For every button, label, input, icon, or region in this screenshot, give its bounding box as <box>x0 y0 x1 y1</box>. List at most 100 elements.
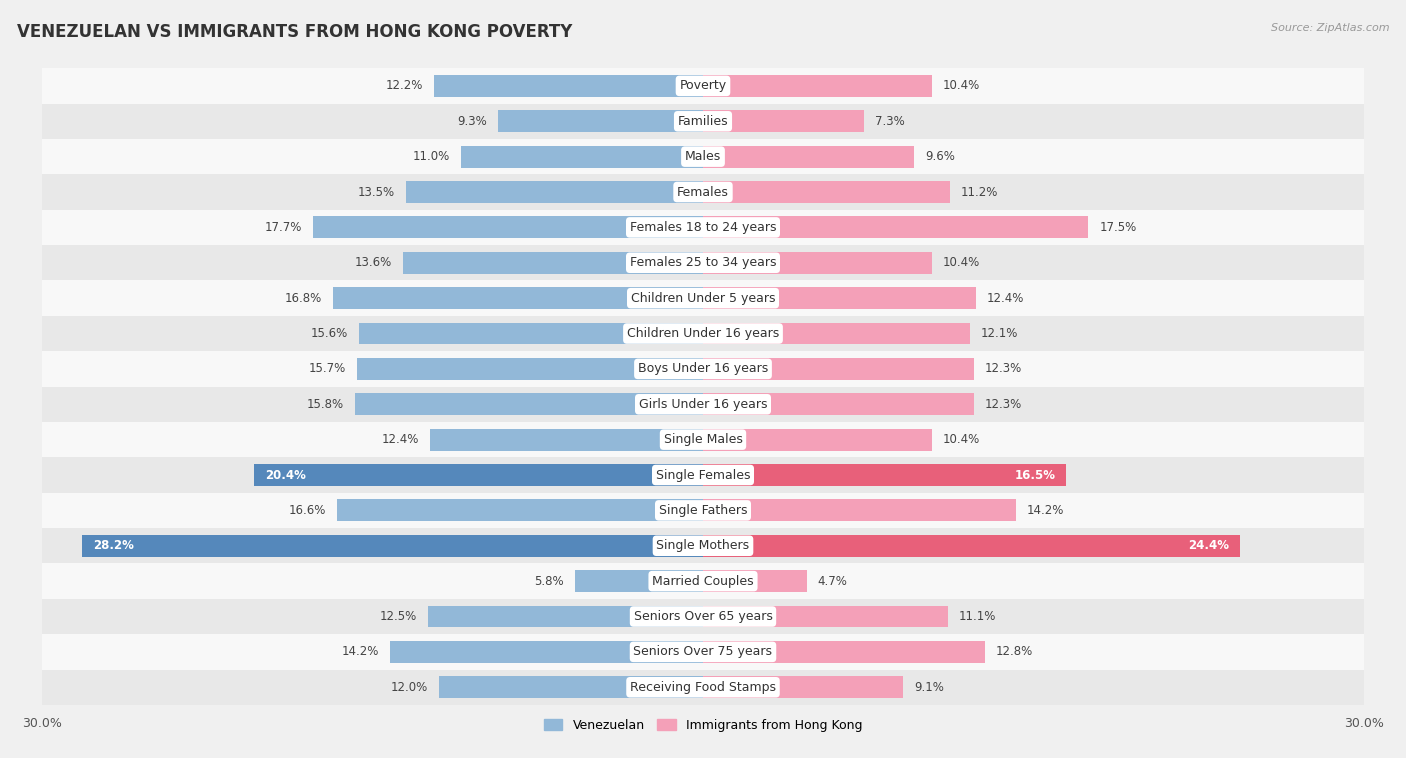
Text: Poverty: Poverty <box>679 80 727 92</box>
Bar <box>42 563 1364 599</box>
Bar <box>42 351 1364 387</box>
Text: Females 25 to 34 years: Females 25 to 34 years <box>630 256 776 269</box>
Text: Single Females: Single Females <box>655 468 751 481</box>
Bar <box>404 252 703 274</box>
Bar <box>357 358 703 380</box>
Text: 11.2%: 11.2% <box>960 186 998 199</box>
Legend: Venezuelan, Immigrants from Hong Kong: Venezuelan, Immigrants from Hong Kong <box>538 714 868 737</box>
Bar <box>42 316 1364 351</box>
Bar <box>703 181 949 203</box>
Bar <box>703 676 904 698</box>
Bar <box>333 287 703 309</box>
Text: 14.2%: 14.2% <box>342 645 380 659</box>
Text: Females 18 to 24 years: Females 18 to 24 years <box>630 221 776 234</box>
Text: 24.4%: 24.4% <box>1188 539 1229 553</box>
Bar <box>703 75 932 97</box>
Text: Receiving Food Stamps: Receiving Food Stamps <box>630 681 776 694</box>
Text: 12.2%: 12.2% <box>385 80 423 92</box>
Bar <box>703 429 932 450</box>
Bar <box>42 457 1364 493</box>
Text: Girls Under 16 years: Girls Under 16 years <box>638 398 768 411</box>
Text: 10.4%: 10.4% <box>943 256 980 269</box>
Bar <box>42 493 1364 528</box>
Bar <box>703 111 863 132</box>
Text: 12.4%: 12.4% <box>381 433 419 446</box>
Text: 16.6%: 16.6% <box>290 504 326 517</box>
Bar <box>42 669 1364 705</box>
Text: Males: Males <box>685 150 721 163</box>
Text: 13.5%: 13.5% <box>357 186 395 199</box>
Text: 14.2%: 14.2% <box>1026 504 1064 517</box>
Text: 17.5%: 17.5% <box>1099 221 1136 234</box>
Bar <box>439 676 703 698</box>
Bar <box>703 570 807 592</box>
Text: Single Males: Single Males <box>664 433 742 446</box>
Text: 7.3%: 7.3% <box>875 114 904 128</box>
Text: 12.0%: 12.0% <box>391 681 427 694</box>
Bar <box>703 146 914 168</box>
Bar <box>461 146 703 168</box>
Text: 12.3%: 12.3% <box>986 362 1022 375</box>
Bar <box>703 287 976 309</box>
Text: 15.6%: 15.6% <box>311 327 349 340</box>
Bar <box>82 535 703 556</box>
Text: Seniors Over 75 years: Seniors Over 75 years <box>634 645 772 659</box>
Text: Seniors Over 65 years: Seniors Over 65 years <box>634 610 772 623</box>
Bar <box>703 464 1066 486</box>
Bar <box>253 464 703 486</box>
Bar <box>405 181 703 203</box>
Text: Children Under 5 years: Children Under 5 years <box>631 292 775 305</box>
Text: 10.4%: 10.4% <box>943 433 980 446</box>
Bar <box>42 280 1364 316</box>
Bar <box>575 570 703 592</box>
Bar <box>314 217 703 238</box>
Text: 10.4%: 10.4% <box>943 80 980 92</box>
Bar <box>42 634 1364 669</box>
Text: 16.5%: 16.5% <box>1015 468 1056 481</box>
Bar <box>703 606 948 628</box>
Text: Married Couples: Married Couples <box>652 575 754 587</box>
Bar <box>703 500 1015 522</box>
Bar <box>703 252 932 274</box>
Text: 9.3%: 9.3% <box>457 114 486 128</box>
Text: 12.1%: 12.1% <box>980 327 1018 340</box>
Bar <box>42 245 1364 280</box>
Bar <box>42 528 1364 563</box>
Text: 12.5%: 12.5% <box>380 610 416 623</box>
Text: Single Mothers: Single Mothers <box>657 539 749 553</box>
Text: 20.4%: 20.4% <box>264 468 305 481</box>
Text: Single Fathers: Single Fathers <box>659 504 747 517</box>
Text: Families: Families <box>678 114 728 128</box>
Text: 15.7%: 15.7% <box>309 362 346 375</box>
Text: 28.2%: 28.2% <box>93 539 134 553</box>
Bar <box>42 68 1364 104</box>
Text: 13.6%: 13.6% <box>356 256 392 269</box>
Text: 9.1%: 9.1% <box>914 681 945 694</box>
Text: Females: Females <box>678 186 728 199</box>
Bar <box>337 500 703 522</box>
Text: 11.1%: 11.1% <box>959 610 995 623</box>
Bar <box>42 210 1364 245</box>
Bar <box>430 429 703 450</box>
Bar <box>42 174 1364 210</box>
Bar <box>434 75 703 97</box>
Bar <box>703 358 974 380</box>
Text: 17.7%: 17.7% <box>264 221 302 234</box>
Bar <box>391 641 703 662</box>
Bar <box>427 606 703 628</box>
Text: 16.8%: 16.8% <box>284 292 322 305</box>
Bar <box>42 387 1364 422</box>
Text: Children Under 16 years: Children Under 16 years <box>627 327 779 340</box>
Bar <box>703 641 986 662</box>
Bar <box>703 393 974 415</box>
Bar <box>42 422 1364 457</box>
Bar <box>42 104 1364 139</box>
Text: 12.4%: 12.4% <box>987 292 1025 305</box>
Bar <box>42 599 1364 634</box>
Text: 9.6%: 9.6% <box>925 150 955 163</box>
Text: 11.0%: 11.0% <box>412 150 450 163</box>
Bar <box>703 535 1240 556</box>
Bar <box>360 323 703 344</box>
Text: 12.8%: 12.8% <box>995 645 1033 659</box>
Bar <box>354 393 703 415</box>
